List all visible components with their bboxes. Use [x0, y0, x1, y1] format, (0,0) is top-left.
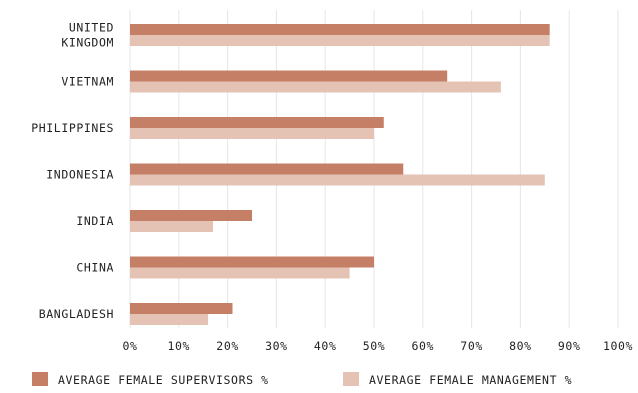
x-tick-label: 90% [558, 339, 581, 353]
category-label: VIETNAM [61, 75, 114, 89]
x-tick-labels: 0% 10% 20% 30% 40% 50% 60% 70% 80% 90% 100% [122, 339, 633, 353]
x-tick-label: 0% [122, 339, 137, 353]
category-label: UNITED KINGDOM [61, 21, 114, 50]
bar-management [130, 35, 550, 46]
bar-management [130, 128, 374, 139]
bar-supervisors [130, 210, 252, 221]
x-tick-label: 60% [412, 339, 435, 353]
bar-supervisors [130, 303, 233, 314]
legend-label: AVERAGE FEMALE SUPERVISORS % [58, 373, 269, 387]
legend-swatch [32, 372, 48, 386]
category-labels: UNITED KINGDOM VIETNAM PHILIPPINES INDONESIA… [31, 21, 114, 322]
category-label: INDIA [76, 214, 114, 228]
category-label: CHINA [76, 261, 114, 275]
bar-management [130, 221, 213, 232]
bar-supervisors [130, 70, 448, 82]
x-tick-label: 70% [460, 339, 483, 353]
category-label: INDONESIA [46, 168, 114, 182]
x-tick-label: 10% [168, 339, 191, 353]
bars-group [130, 24, 550, 325]
bar-management [130, 267, 350, 279]
legend-swatch [343, 372, 359, 386]
x-tick-label: 100% [603, 339, 633, 353]
bar-management [130, 174, 545, 186]
legend: AVERAGE FEMALE SUPERVISORS % AVERAGE FEMA… [32, 372, 572, 387]
x-tick-label: 20% [216, 339, 239, 353]
legend-label: AVERAGE FEMALE MANAGEMENT % [369, 373, 572, 387]
category-label: BANGLADESH [39, 307, 114, 321]
x-tick-label: 50% [363, 339, 386, 353]
bar-management [130, 314, 209, 325]
bar-supervisors [130, 24, 550, 35]
x-tick-label: 30% [265, 339, 288, 353]
category-label: PHILIPPINES [31, 121, 114, 135]
x-tick-label: 80% [509, 339, 532, 353]
bar-supervisors [130, 256, 374, 268]
bar-management [130, 81, 501, 93]
bar-supervisors [130, 163, 404, 175]
bar-supervisors [130, 117, 384, 128]
x-tick-label: 40% [314, 339, 337, 353]
